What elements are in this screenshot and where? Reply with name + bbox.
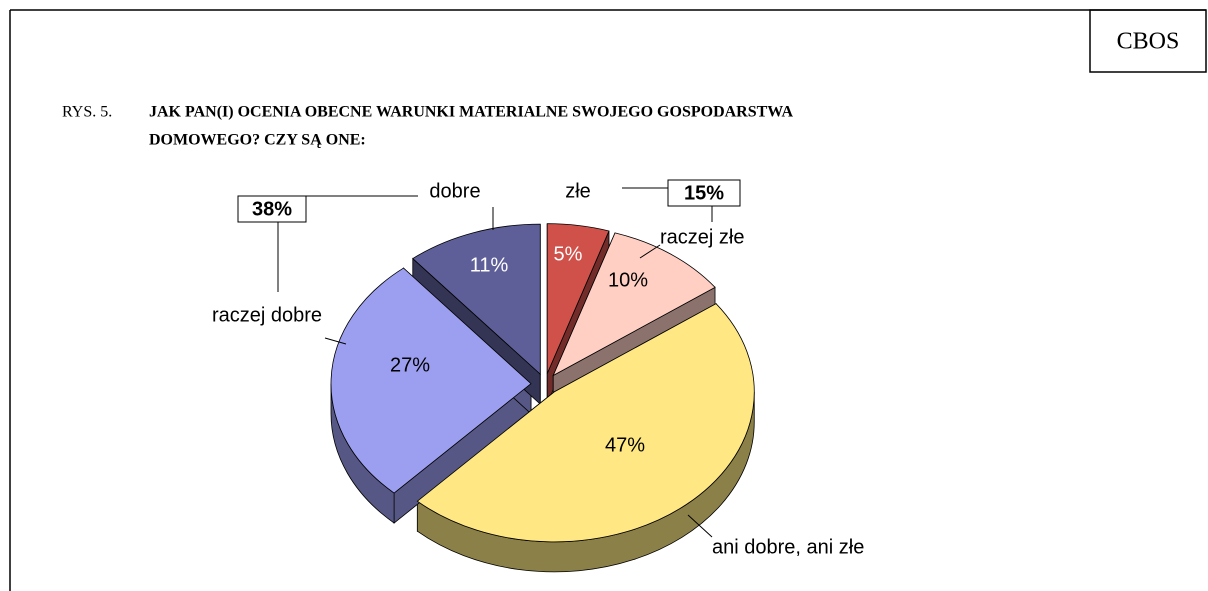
value-label: 11% (470, 254, 509, 276)
labels: 38% 15% 5% złe 10% raczej złe 47% ani dobre, … (212, 179, 864, 558)
value-label: 47% (605, 434, 645, 456)
category-label: raczej złe (660, 226, 744, 248)
pie-slice (546, 223, 610, 374)
pie-tops (330, 223, 755, 543)
pie-slice (552, 232, 716, 377)
value-label: 5% (554, 243, 583, 265)
value-label: 10% (608, 269, 648, 291)
title-line: JAK PAN(I) OCENIA OBECNE WARUNKI MATERIA… (149, 104, 794, 121)
group-label: 38% (252, 198, 292, 220)
source: CBOS (1117, 29, 1180, 55)
category-label: złe (565, 180, 591, 202)
group-box (237, 195, 307, 223)
pie-slice (412, 223, 541, 376)
category-label: dobre (429, 180, 480, 202)
figure-label: RYS. 5. (62, 104, 112, 121)
category-label: ani dobre, ani złe (712, 536, 864, 558)
category-label: raczej dobre (212, 304, 322, 326)
value-label: 27% (390, 354, 430, 376)
leader-line (324, 337, 347, 345)
source-box (1089, 9, 1207, 73)
title-line: DOMOWEGO? CZY SĄ ONE: (149, 132, 366, 149)
pie-slice (330, 267, 532, 494)
group-box (667, 179, 741, 207)
pie-slice (416, 303, 755, 543)
leader-line (687, 514, 713, 538)
group-label: 15% (684, 182, 724, 204)
leader-line (639, 244, 661, 259)
